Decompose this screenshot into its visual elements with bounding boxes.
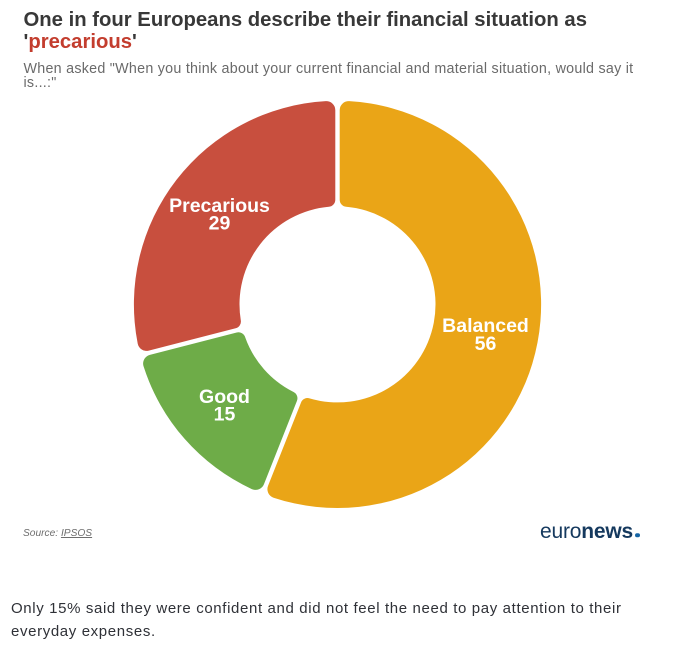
svg-text:56: 56	[475, 333, 497, 355]
svg-text:15: 15	[214, 404, 236, 426]
svg-text:Balanced: Balanced	[442, 315, 529, 337]
svg-text:Good: Good	[199, 386, 250, 408]
svg-text:Precarious: Precarious	[169, 195, 270, 217]
svg-text:29: 29	[209, 213, 231, 235]
